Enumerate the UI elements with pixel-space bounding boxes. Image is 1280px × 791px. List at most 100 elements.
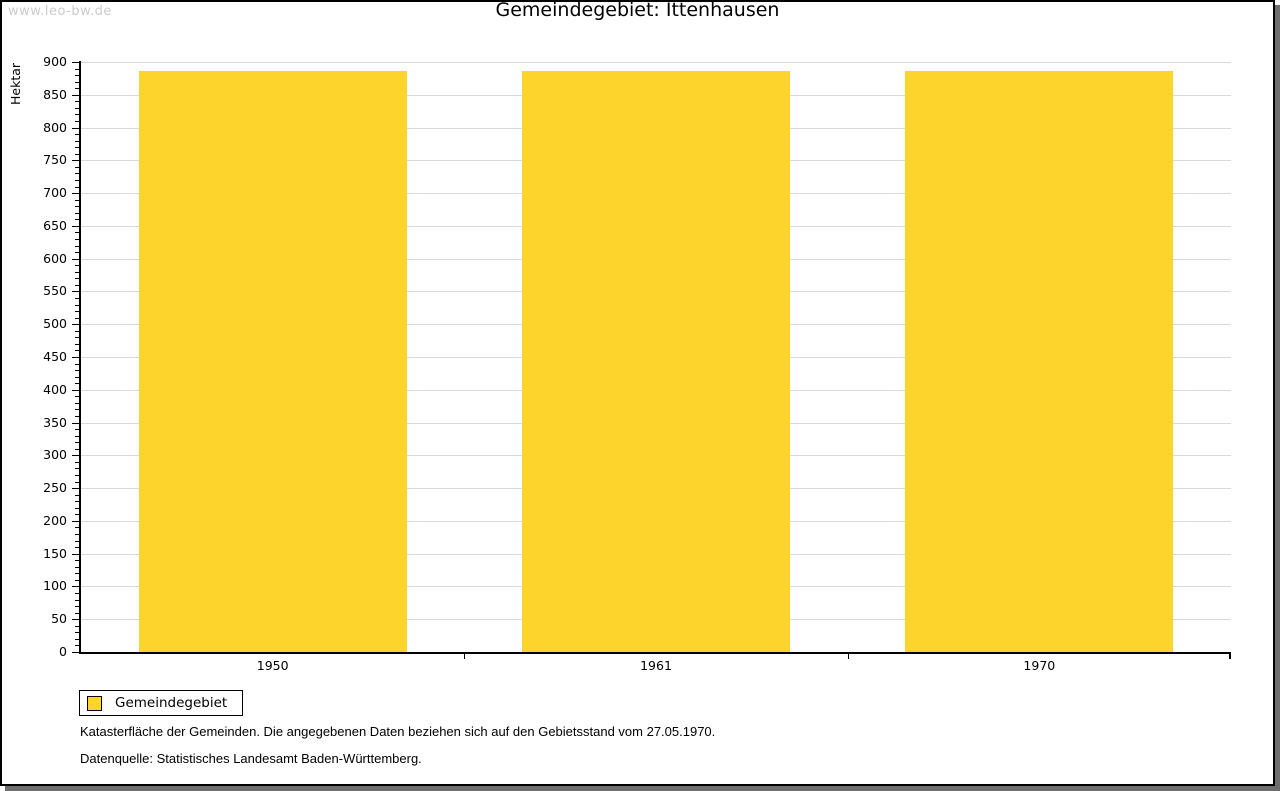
- y-tick-label: 350: [43, 414, 67, 430]
- y-tick-label: 300: [43, 447, 67, 463]
- chart-title: Gemeindegebiet: Ittenhausen: [495, 0, 780, 21]
- y-tick-label: 750: [43, 152, 67, 168]
- y-minor-tick: [75, 265, 79, 267]
- y-minor-tick: [75, 75, 79, 77]
- y-minor-tick: [75, 370, 79, 372]
- y-tick-label: 500: [43, 316, 67, 332]
- x-axis-line: [79, 652, 1231, 654]
- y-minor-tick: [75, 534, 79, 535]
- y-minor-tick: [75, 579, 79, 581]
- y-minor-tick: [75, 409, 79, 411]
- y-major-tick: [72, 127, 79, 129]
- y-major-tick: [72, 357, 79, 358]
- y-minor-tick: [75, 376, 79, 378]
- y-minor-tick: [75, 350, 79, 352]
- y-minor-tick: [75, 68, 79, 70]
- y-major-tick: [72, 520, 79, 522]
- y-tick-label: 150: [43, 545, 67, 561]
- y-minor-tick: [75, 402, 79, 404]
- y-major-tick: [72, 553, 79, 555]
- y-minor-tick: [75, 468, 79, 470]
- y-minor-tick: [75, 232, 79, 234]
- y-tick-label: 0: [59, 644, 67, 659]
- y-major-tick: [72, 160, 79, 162]
- y-tick-label: 600: [43, 250, 67, 266]
- y-major-tick: [72, 488, 79, 490]
- y-major-tick: [72, 291, 79, 293]
- y-minor-tick: [75, 593, 79, 594]
- y-minor-tick: [75, 252, 79, 254]
- y-minor-tick: [75, 481, 79, 483]
- y-minor-tick: [75, 625, 79, 627]
- y-minor-tick: [75, 271, 79, 273]
- footnote-source: Datenquelle: Statistisches Landesamt Bad…: [80, 751, 422, 766]
- x-category-label: 1950: [256, 658, 289, 673]
- footnote-description: Katasterfläche der Gemeinden. Die angege…: [80, 724, 716, 739]
- y-minor-tick: [75, 147, 79, 149]
- bar-1970: [905, 71, 1174, 652]
- x-boundary-tick: [847, 654, 849, 659]
- legend: Gemeindegebiet: [79, 690, 244, 716]
- y-minor-tick: [75, 180, 79, 181]
- y-minor-tick: [75, 245, 79, 247]
- y-minor-tick: [75, 638, 79, 640]
- y-minor-tick: [75, 219, 79, 221]
- y-minor-tick: [75, 494, 79, 496]
- y-minor-tick: [75, 461, 79, 463]
- bar-1950: [138, 71, 407, 652]
- y-minor-tick: [75, 304, 79, 306]
- y-minor-tick: [75, 383, 79, 385]
- watermark: www.leo-bw.de: [8, 4, 112, 19]
- y-minor-tick: [75, 448, 79, 450]
- legend-swatch: [87, 695, 102, 711]
- y-tick-label: 850: [43, 86, 67, 102]
- y-minor-tick: [75, 632, 79, 634]
- y-minor-tick: [75, 278, 79, 280]
- y-minor-tick: [75, 573, 79, 575]
- y-minor-tick: [75, 317, 79, 319]
- y-tick-label: 650: [43, 217, 67, 233]
- legend-label: Gemeindegebiet: [115, 695, 228, 711]
- y-minor-tick: [75, 330, 79, 332]
- y-minor-tick: [75, 311, 79, 313]
- y-tick-label: 450: [43, 349, 67, 364]
- y-minor-tick: [75, 298, 79, 299]
- y-major-tick: [72, 422, 79, 424]
- y-minor-tick: [75, 507, 79, 509]
- y-minor-tick: [75, 429, 79, 431]
- gridline: [81, 62, 1231, 63]
- y-minor-tick: [75, 186, 79, 188]
- y-major-tick: [72, 652, 79, 653]
- bar-1961: [521, 71, 791, 652]
- y-major-tick: [72, 258, 79, 260]
- y-minor-tick: [75, 435, 79, 437]
- y-minor-tick: [75, 81, 79, 83]
- y-minor-tick: [75, 107, 79, 109]
- y-minor-tick: [75, 606, 79, 608]
- y-minor-tick: [75, 337, 79, 339]
- y-minor-tick: [75, 566, 79, 568]
- y-major-tick: [72, 225, 79, 227]
- y-minor-tick: [75, 284, 79, 286]
- y-minor-tick: [75, 416, 79, 417]
- x-axis-end-tick: [1229, 652, 1231, 659]
- y-minor-tick: [75, 199, 79, 201]
- x-category-label: 1970: [1023, 658, 1056, 673]
- y-minor-tick: [75, 501, 79, 503]
- y-minor-tick: [75, 153, 79, 155]
- y-tick-label: 550: [43, 283, 67, 299]
- y-major-tick: [72, 324, 79, 326]
- y-tick-label: 50: [51, 611, 67, 627]
- y-tick-label: 900: [43, 54, 67, 69]
- y-major-tick: [72, 455, 79, 457]
- y-tick-label: 200: [43, 512, 67, 528]
- y-minor-tick: [75, 514, 79, 516]
- y-tick-label: 250: [43, 480, 67, 496]
- y-major-tick: [72, 586, 79, 588]
- y-minor-tick: [75, 475, 79, 476]
- y-minor-tick: [75, 343, 79, 345]
- y-minor-tick: [75, 166, 79, 168]
- y-tick-label: 800: [43, 119, 67, 135]
- y-major-tick: [72, 62, 79, 63]
